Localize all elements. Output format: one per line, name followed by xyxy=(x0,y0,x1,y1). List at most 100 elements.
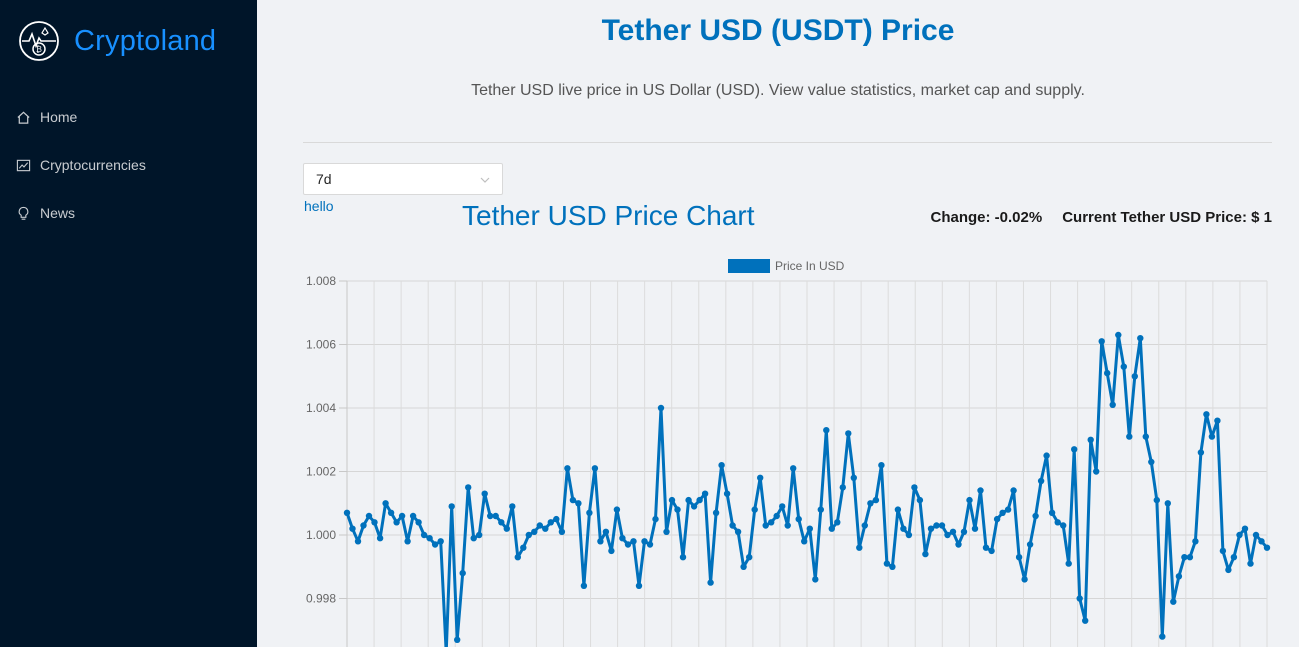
data-point xyxy=(1087,436,1094,443)
data-point xyxy=(856,544,863,551)
data-point xyxy=(1197,449,1205,456)
chart-stats: Change: -0.02% Current Tether USD Price:… xyxy=(931,209,1273,226)
data-point xyxy=(679,554,687,561)
data-point xyxy=(1258,538,1265,545)
data-point xyxy=(602,528,610,535)
data-point xyxy=(768,519,775,526)
sidebar-item-cryptocurrencies[interactable]: Cryptocurrencies xyxy=(0,141,257,189)
data-point xyxy=(431,541,439,548)
y-tick-label: 1.006 xyxy=(306,338,336,352)
data-point xyxy=(580,582,588,589)
data-point xyxy=(1060,522,1067,529)
data-point xyxy=(779,503,786,510)
data-point xyxy=(371,519,378,526)
data-point xyxy=(712,509,720,516)
data-point xyxy=(690,503,698,510)
data-point xyxy=(1225,566,1232,574)
data-point xyxy=(498,519,505,526)
data-point xyxy=(762,522,769,529)
data-point xyxy=(740,563,747,570)
data-point xyxy=(1104,369,1111,377)
data-point xyxy=(988,547,995,555)
data-point xyxy=(1026,541,1034,548)
data-point xyxy=(553,515,560,523)
data-point xyxy=(1093,468,1100,475)
data-point xyxy=(878,462,885,469)
data-point xyxy=(1247,560,1254,567)
data-point xyxy=(1137,335,1144,342)
data-point xyxy=(409,512,417,520)
data-point xyxy=(1252,531,1260,539)
data-point xyxy=(993,515,1001,523)
chart-grid xyxy=(346,280,1268,647)
data-point xyxy=(900,525,907,532)
data-point xyxy=(1120,363,1127,370)
data-point xyxy=(1054,519,1061,526)
legend-label: Price In USD xyxy=(775,259,845,273)
data-point xyxy=(1164,500,1171,507)
data-point xyxy=(1010,487,1017,494)
data-point xyxy=(476,531,483,539)
data-point xyxy=(1148,458,1155,466)
data-point xyxy=(520,544,527,551)
data-point xyxy=(795,515,802,523)
chart-legend[interactable]: Price In USD xyxy=(728,259,845,273)
data-point xyxy=(938,522,946,529)
change-value: -0.02% xyxy=(994,209,1043,226)
sidebar-item-news[interactable]: News xyxy=(0,189,257,237)
chevron-down-icon xyxy=(480,177,490,183)
data-point xyxy=(387,509,395,516)
brand[interactable]: ₿ Cryptoland xyxy=(18,20,216,62)
data-point xyxy=(492,512,499,520)
data-point xyxy=(707,579,714,586)
brand-name[interactable]: Cryptoland xyxy=(74,24,217,57)
data-point xyxy=(1170,598,1177,605)
data-point xyxy=(393,519,400,526)
data-point xyxy=(812,576,819,583)
data-point xyxy=(459,569,466,577)
sidebar-item-label: News xyxy=(40,205,76,221)
sidebar-item-home[interactable]: Home xyxy=(0,93,257,141)
price-chart: 1.008 1.006 1.004 1.002 1.000 0.998 Price In … xyxy=(306,259,1271,647)
data-point xyxy=(823,427,830,434)
data-point xyxy=(569,496,577,504)
data-point xyxy=(1043,452,1050,459)
data-point xyxy=(360,522,367,529)
data-point xyxy=(1082,617,1089,624)
data-point xyxy=(404,538,411,545)
data-point xyxy=(883,560,891,567)
data-point xyxy=(872,496,880,504)
data-point xyxy=(916,496,924,504)
data-point xyxy=(1241,525,1249,532)
data-point xyxy=(525,531,532,539)
data-point xyxy=(1065,560,1072,567)
data-point xyxy=(861,522,868,529)
data-point xyxy=(1159,633,1166,640)
chart-title: Tether USD Price Chart xyxy=(462,200,755,231)
data-point xyxy=(1208,433,1216,440)
data-point xyxy=(1076,595,1083,602)
data-point xyxy=(971,525,979,532)
data-point xyxy=(1032,512,1039,520)
timeperiod-select[interactable]: 7d xyxy=(303,163,503,195)
data-point xyxy=(977,487,984,494)
data-point xyxy=(641,538,648,545)
data-point xyxy=(1153,496,1160,504)
data-point xyxy=(817,506,824,513)
data-point xyxy=(668,496,676,504)
data-point xyxy=(1203,411,1210,418)
data-point xyxy=(729,522,736,529)
data-point xyxy=(426,535,433,542)
y-tick-label: 1.000 xyxy=(306,528,336,542)
data-point xyxy=(514,554,521,561)
data-point xyxy=(547,519,554,526)
data-point xyxy=(437,538,444,545)
data-point xyxy=(597,538,604,545)
data-point xyxy=(652,515,659,523)
hello-link[interactable]: hello xyxy=(304,198,334,214)
y-tick-label: 1.008 xyxy=(306,274,336,288)
divider xyxy=(303,142,1272,143)
data-point xyxy=(1181,554,1188,561)
data-point xyxy=(949,528,957,535)
crypto-logo-icon: ₿ xyxy=(19,21,59,61)
